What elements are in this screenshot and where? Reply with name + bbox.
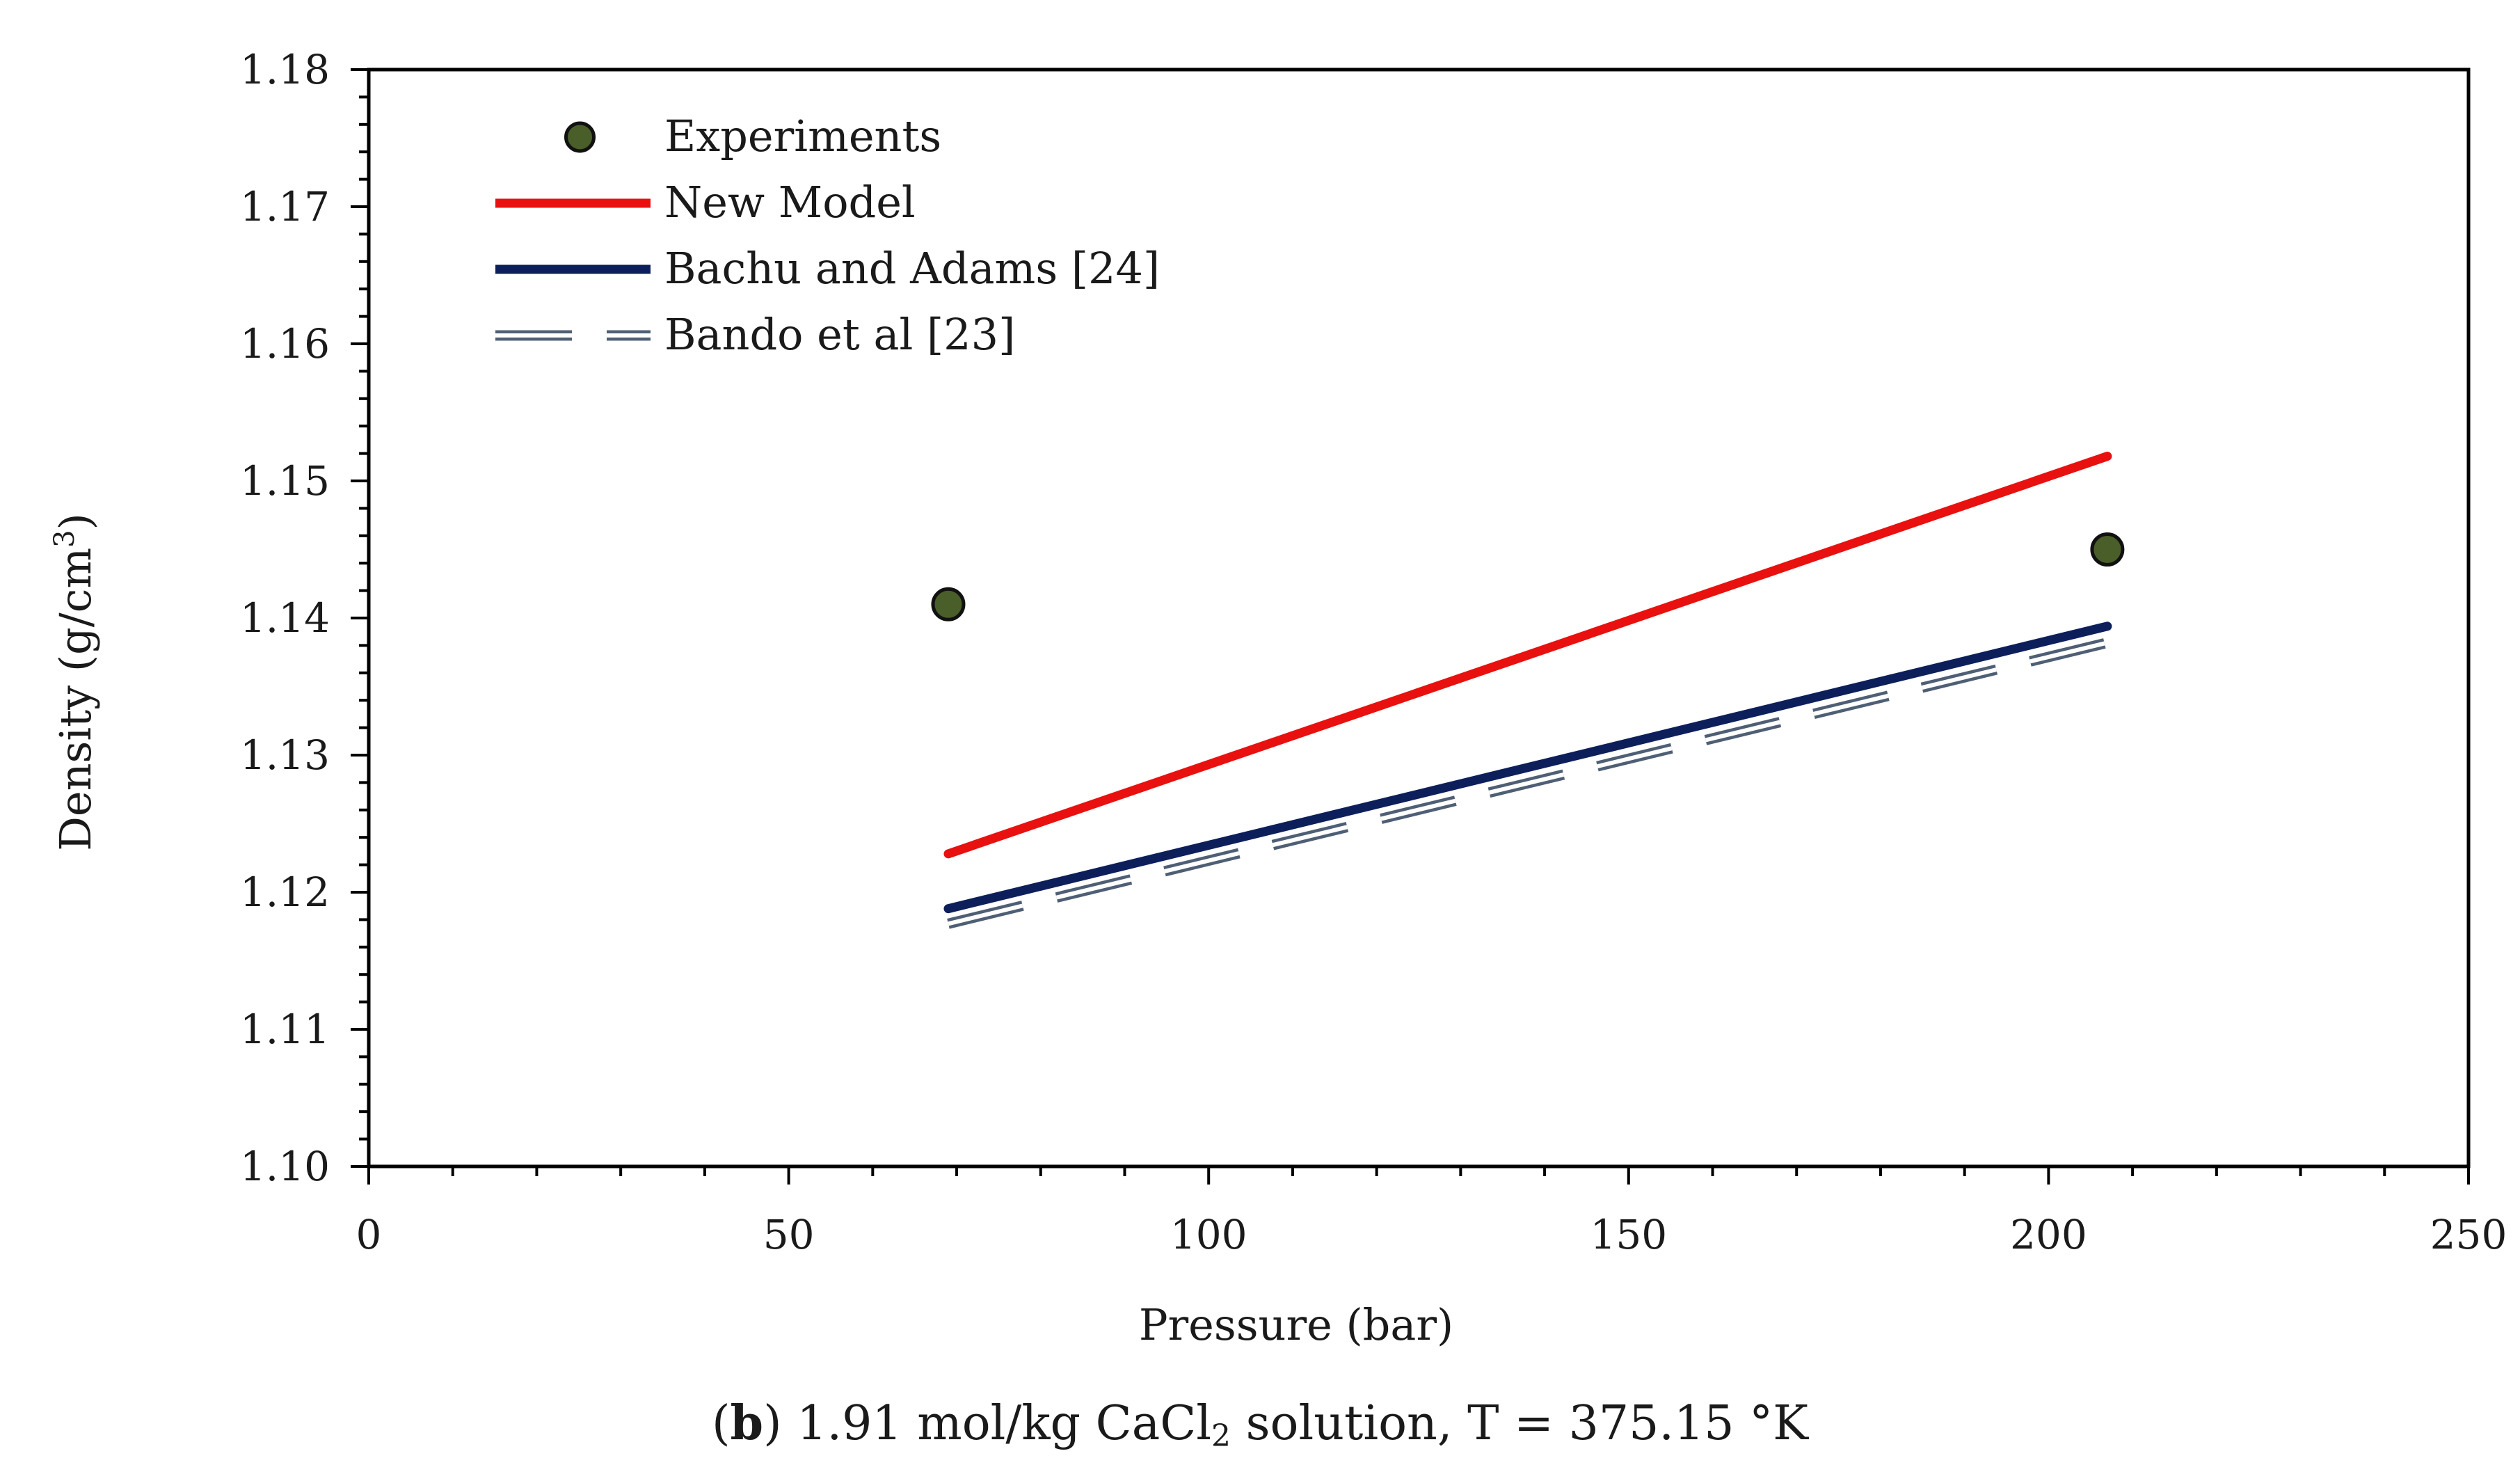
x-tick-label: 200 [2010, 1211, 2087, 1258]
y-tick-label: 1.11 [240, 1006, 330, 1053]
legend-label-experiments: Experiments [664, 111, 941, 161]
y-axis-title: Density (g/cm3) [49, 513, 101, 851]
x-tick-label: 50 [763, 1211, 815, 1258]
y-tick-label: 1.13 [240, 731, 330, 779]
caption-text-end: solution, T = 375.15 °K [1231, 1396, 1809, 1451]
legend-label-bando-et-al-23: Bando et al [23] [664, 309, 1015, 360]
bando-et-al-23-line-inner [948, 640, 2108, 926]
legend-label-bachu-and-adams-24: Bachu and Adams [24] [664, 243, 1160, 294]
x-axis-title: Pressure (bar) [1139, 1299, 1453, 1350]
legend: Experiments New Model Bachu and Adams [24]… [495, 111, 1160, 360]
axis-tick-labels: 0 50 100 150 200 250 1.10 1.11 1.12 1.13 1.14 1.15 1… [240, 46, 2507, 1258]
plot-area-frame [367, 68, 2471, 1169]
y-tick-label: 1.17 [240, 183, 330, 230]
experiment-point [931, 587, 966, 621]
x-tick-label: 0 [356, 1211, 382, 1258]
caption-open-paren: ( [712, 1396, 731, 1451]
legend-label-new-model: New Model [664, 177, 916, 228]
series-layer [931, 452, 2125, 929]
x-tick-label: 100 [1170, 1211, 1247, 1258]
new-model-line [943, 452, 2112, 859]
y-tick-label: 1.10 [240, 1143, 330, 1190]
x-tick-label: 250 [2430, 1211, 2507, 1258]
caption-text: ) 1.91 mol/kg CaCl [763, 1396, 1211, 1451]
figure-caption: (b) 1.91 mol/kg CaCl2 solution, T = 375.… [712, 1395, 1809, 1454]
bachu-and-adams-24-line [943, 621, 2112, 914]
y-axis-title-main: Density (g/cm [50, 548, 101, 851]
legend-swatch-experiments [564, 121, 596, 153]
y-axis-title-end: ) [50, 513, 101, 530]
y-tick-label: 1.18 [240, 46, 330, 93]
experiment-point [2090, 532, 2125, 567]
y-axis-title-superscript: 3 [49, 530, 81, 547]
y-tick-label: 1.14 [240, 594, 330, 642]
caption-panel-letter: b [731, 1395, 764, 1451]
y-tick-label: 1.12 [240, 869, 330, 916]
x-tick-label: 150 [1590, 1211, 1667, 1258]
y-tick-label: 1.16 [240, 320, 330, 367]
caption-subscript: 2 [1211, 1418, 1231, 1454]
y-tick-label: 1.15 [240, 457, 330, 505]
